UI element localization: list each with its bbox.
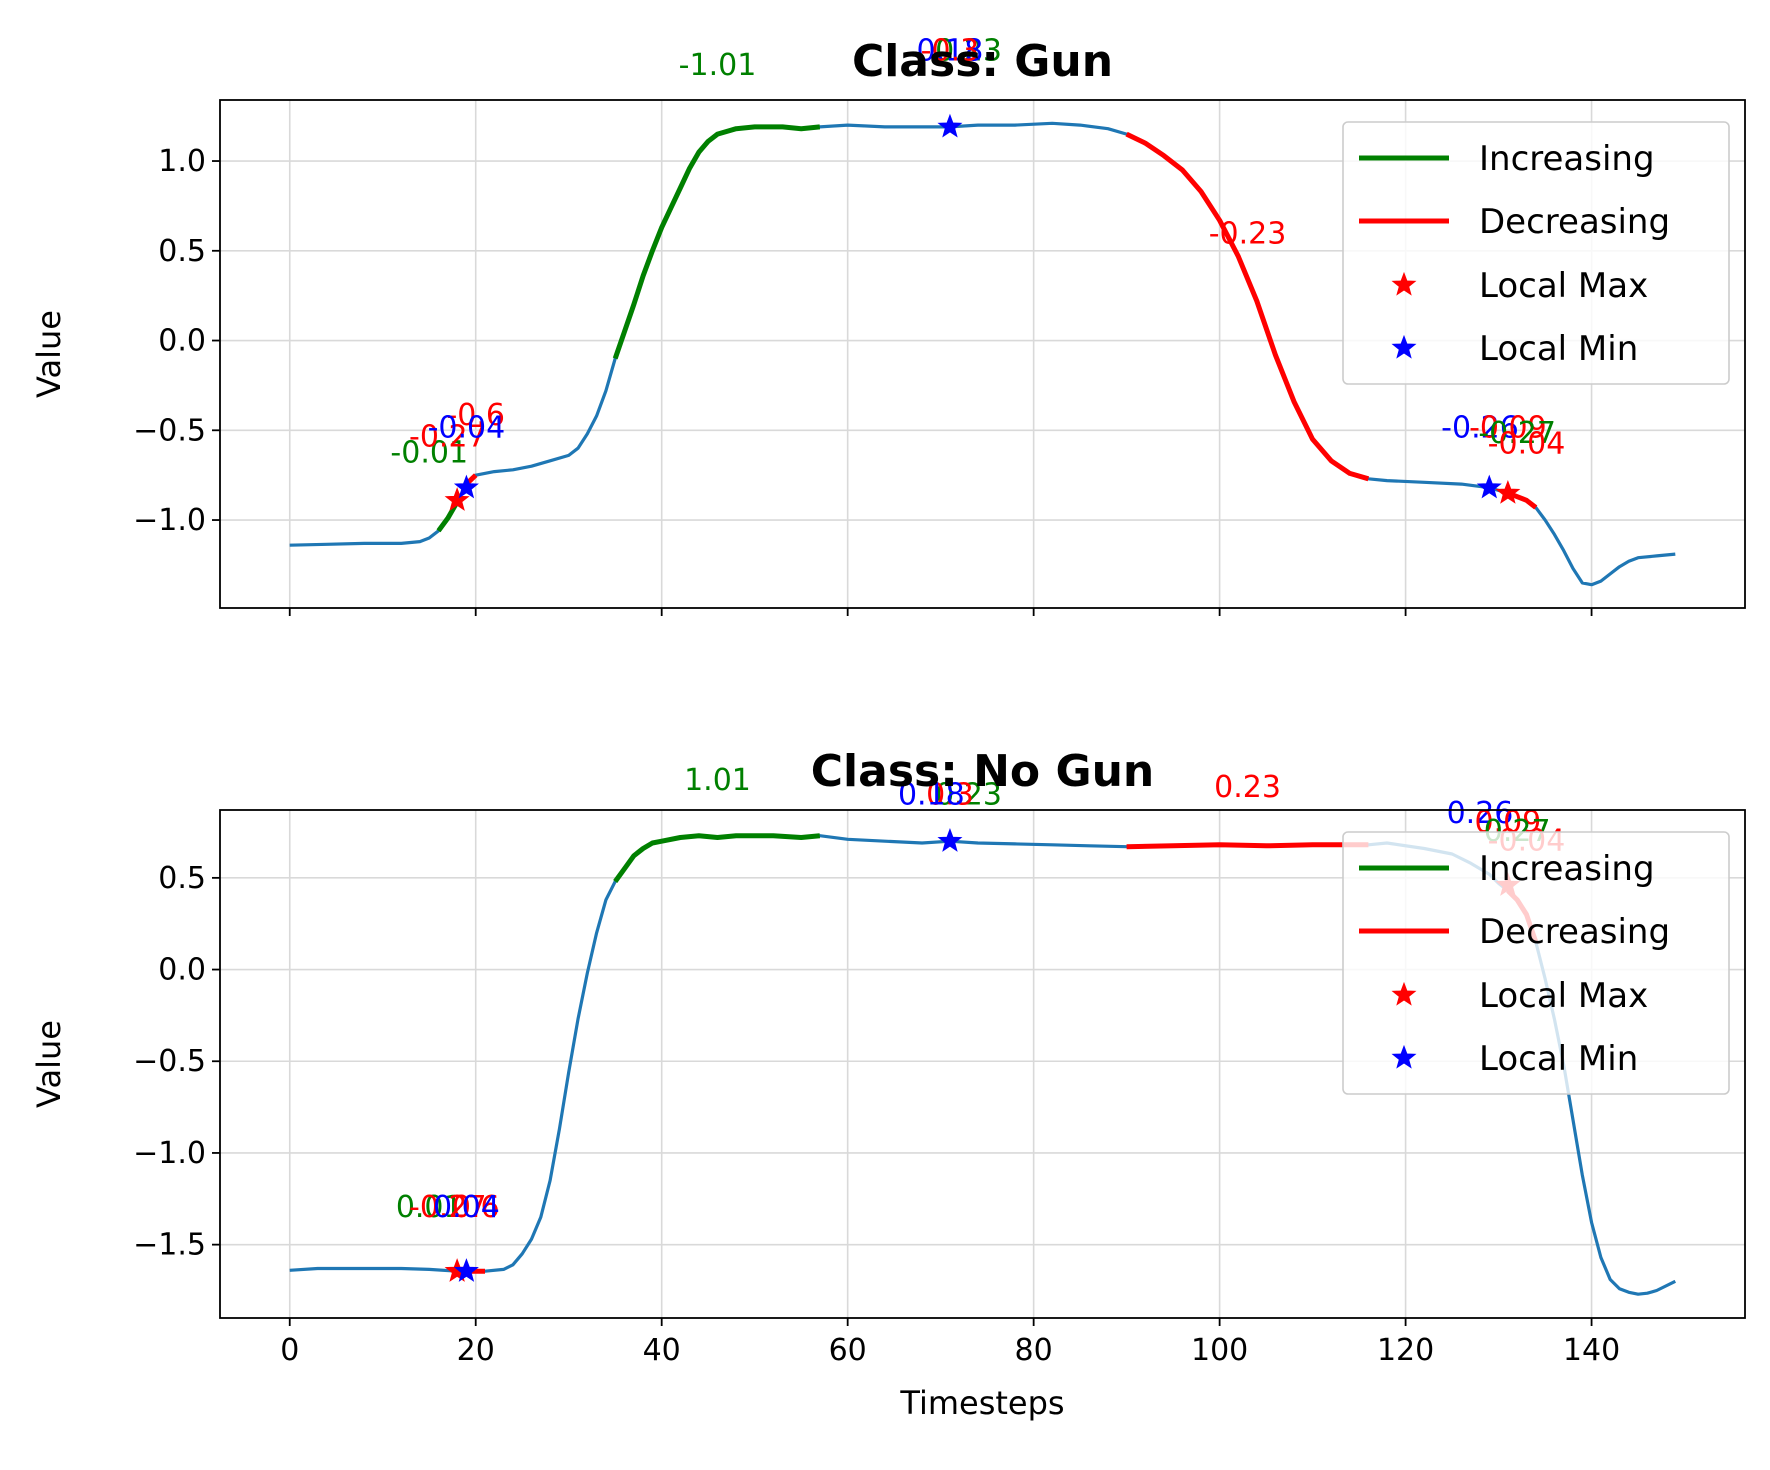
value-annotation: 0.26 bbox=[1447, 796, 1514, 831]
decreasing-segment bbox=[1126, 842, 1369, 850]
legend-entry: Local Min bbox=[1479, 329, 1638, 369]
value-annotation: 0.18 bbox=[898, 777, 965, 812]
x-tick-label: 80 bbox=[1015, 1333, 1053, 1368]
legend-star-swatch bbox=[1391, 1044, 1417, 1069]
value-annotation: -0.01 bbox=[390, 436, 468, 471]
legend-entry: Increasing bbox=[1479, 139, 1655, 179]
local-min-marker bbox=[937, 828, 963, 852]
axes-frame bbox=[219, 99, 1746, 609]
legend-star-swatch bbox=[1391, 334, 1417, 359]
panel-no-gun: 1.01 0.230.30.18 0.230.01-0.270.60.040.260… bbox=[30, 746, 1746, 1422]
legend-entry: Increasing bbox=[1479, 849, 1655, 889]
y-tick-label: −1.0 bbox=[133, 1136, 206, 1171]
value-annotation: -0.27 bbox=[409, 419, 487, 454]
legend: Increasing Decreasing Local Max Local Min bbox=[1342, 121, 1730, 385]
y-tick-label: −1.0 bbox=[133, 503, 206, 538]
y-axis-label: Value bbox=[30, 1020, 68, 1108]
decreasing-segment bbox=[1125, 131, 1370, 482]
legend-box bbox=[1342, 121, 1730, 385]
legend-box bbox=[1342, 831, 1730, 1095]
x-tick-label: 140 bbox=[1563, 1333, 1620, 1368]
value-annotation: -0.6 bbox=[446, 398, 505, 433]
value-annotation: -0.04 bbox=[1488, 427, 1566, 462]
local-min-marker bbox=[453, 1258, 479, 1282]
legend-star-swatch bbox=[1391, 981, 1417, 1006]
y-tick-label: −0.5 bbox=[133, 413, 206, 448]
value-annotation: 0.01 bbox=[396, 1190, 463, 1225]
value-annotation: 0.6 bbox=[452, 1190, 500, 1225]
legend-star-swatch bbox=[1391, 271, 1417, 296]
y-tick-label: 0.0 bbox=[158, 953, 206, 988]
y-tick-label: 0.5 bbox=[158, 861, 206, 896]
value-annotation: -0.27 bbox=[409, 1190, 487, 1225]
increasing-segment bbox=[612, 124, 821, 360]
chart-title: Class: No Gun bbox=[811, 746, 1155, 797]
legend: Increasing Decreasing Local Max Local Min bbox=[1342, 831, 1730, 1095]
value-annotation: -0.3 bbox=[921, 34, 980, 69]
value-annotation: 0.04 bbox=[433, 1190, 500, 1225]
x-tick-label: 40 bbox=[643, 1333, 681, 1368]
x-tick-label: 60 bbox=[829, 1333, 867, 1368]
local-max-marker bbox=[444, 487, 470, 511]
legend-entry: Local Min bbox=[1479, 1039, 1638, 1079]
local-min-marker bbox=[453, 474, 479, 499]
x-tick-label: 20 bbox=[457, 1333, 495, 1368]
x-axis-label: Timesteps bbox=[899, 1384, 1064, 1422]
panel-gun: -1.01 0.230.18-0.3-0.23-0.01-0.27-0.6-0.0… bbox=[30, 34, 1746, 616]
y-tick-label: −1.5 bbox=[133, 1228, 206, 1263]
y-axis-label: Value bbox=[30, 310, 68, 398]
x-tick-label: 0 bbox=[280, 1333, 299, 1368]
legend-entry: Local Max bbox=[1479, 266, 1648, 306]
value-annotation: 0.23 bbox=[935, 34, 1002, 69]
y-tick-label: 1.0 bbox=[158, 144, 206, 179]
legend-entry: Decreasing bbox=[1479, 912, 1670, 952]
chart-title: Class: Gun bbox=[852, 36, 1113, 87]
value-annotation: 1.01 bbox=[684, 763, 751, 798]
axes-frame bbox=[219, 809, 1746, 1319]
value-annotation: -1.01 bbox=[679, 48, 757, 83]
legend-entry: Local Max bbox=[1479, 976, 1648, 1016]
value-annotation: 0.23 bbox=[1214, 770, 1281, 805]
value-annotation: 0.23 bbox=[935, 777, 1002, 812]
value-annotation: -0.23 bbox=[1209, 217, 1287, 252]
local-min-marker bbox=[1476, 474, 1502, 499]
x-tick-label: 120 bbox=[1377, 1333, 1434, 1368]
value-annotation: -0.04 bbox=[428, 410, 506, 445]
value-annotation: -0.09 bbox=[1469, 410, 1547, 445]
value-annotation: 0.3 bbox=[926, 777, 974, 812]
legend-entry: Decreasing bbox=[1479, 202, 1670, 242]
increasing-segment bbox=[613, 833, 821, 883]
x-tick-label: 100 bbox=[1191, 1333, 1248, 1368]
local-min-marker bbox=[937, 113, 963, 138]
y-tick-label: 0.0 bbox=[158, 324, 206, 359]
local-max-marker bbox=[1495, 479, 1521, 504]
y-tick-label: −0.5 bbox=[133, 1044, 206, 1079]
value-annotation: 0.18 bbox=[917, 34, 984, 69]
y-tick-label: 0.5 bbox=[158, 234, 206, 269]
value-annotation: -0.26 bbox=[1441, 410, 1519, 445]
value-annotation: -0.27 bbox=[1478, 416, 1556, 451]
decreasing-segment bbox=[1506, 490, 1538, 510]
